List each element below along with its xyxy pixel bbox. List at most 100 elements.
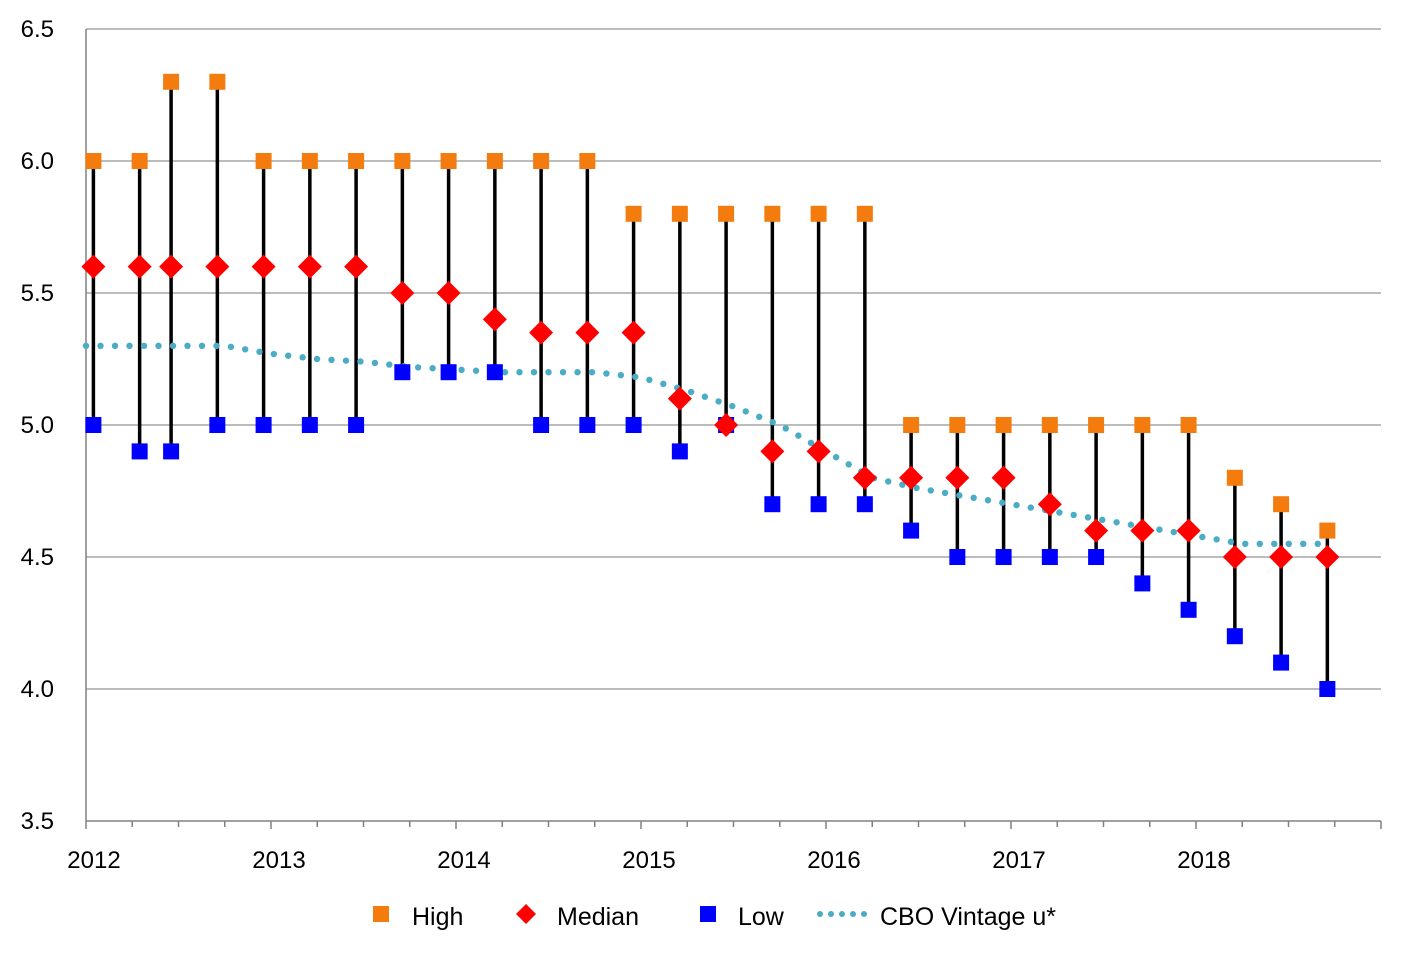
low-point xyxy=(579,417,596,433)
median-point xyxy=(482,307,507,332)
cbo-dot xyxy=(756,413,763,421)
cbo-dot xyxy=(1213,536,1220,543)
high-point xyxy=(718,205,735,222)
cbo-dot xyxy=(227,343,235,351)
y-tick-label-6.0: 6.0 xyxy=(21,148,54,175)
cbo-dot xyxy=(126,342,133,349)
median-point xyxy=(667,386,692,411)
high-point xyxy=(995,417,1012,433)
x-axis-tick-labels: 2012 2013 2014 2015 2016 2017 2018 xyxy=(67,847,1230,874)
cbo-dot xyxy=(632,373,639,381)
legend-high-marker xyxy=(373,906,389,922)
low-point xyxy=(301,417,318,433)
cbo-dot xyxy=(1099,516,1106,524)
legend-low-marker xyxy=(700,906,716,922)
cbo-dot xyxy=(458,366,465,374)
high-low-range-lines xyxy=(91,81,1330,689)
cbo-dot xyxy=(1113,519,1120,526)
cbo-dot xyxy=(807,439,815,447)
cbo-dot xyxy=(198,342,206,349)
cbo-dot xyxy=(970,494,977,502)
cbo-dot xyxy=(956,492,963,499)
cbo-dot xyxy=(1242,540,1249,547)
low-point xyxy=(1180,601,1197,618)
low-point xyxy=(1134,575,1151,592)
cbo-dot xyxy=(386,361,393,368)
cbo-dot xyxy=(999,499,1006,506)
cbo-dot xyxy=(687,388,695,396)
cbo-dot xyxy=(169,342,177,349)
low-point xyxy=(671,443,688,460)
cbo-dot xyxy=(545,369,552,376)
high-point xyxy=(1180,417,1197,433)
low-point xyxy=(348,417,365,433)
cbo-dot xyxy=(184,342,191,349)
legend: High Median Low CBO Vintage u* xyxy=(373,903,1056,931)
cbo-dot xyxy=(899,481,906,488)
median-point xyxy=(945,465,970,490)
cbo-dot xyxy=(1070,511,1077,519)
cbo-dot xyxy=(97,342,104,349)
high-point xyxy=(486,153,503,169)
cbo-dot xyxy=(617,371,625,379)
low-point xyxy=(163,443,180,460)
low-point xyxy=(131,443,148,460)
cbo-dot xyxy=(1056,509,1063,516)
cbo-dot xyxy=(574,369,581,376)
median-point xyxy=(81,254,106,279)
cbo-dot xyxy=(140,342,148,349)
low-point xyxy=(85,417,102,433)
cbo-dot xyxy=(1285,540,1292,547)
x-tick-label-2018: 2018 xyxy=(1177,847,1230,874)
median-point xyxy=(1222,545,1247,569)
high-point xyxy=(949,417,966,433)
high-point xyxy=(1226,469,1243,486)
median-point xyxy=(251,254,276,279)
median-point xyxy=(899,465,924,490)
high-point xyxy=(533,153,550,169)
high-point xyxy=(440,153,457,169)
cbo-dot xyxy=(603,370,610,377)
cbo-dot xyxy=(516,369,523,376)
cbo-dot xyxy=(742,408,749,415)
legend-median-marker xyxy=(516,904,536,924)
high-point xyxy=(1041,417,1058,433)
cbo-dot xyxy=(242,346,249,353)
high-point xyxy=(301,153,318,169)
cbo-dot xyxy=(429,365,436,372)
cbo-dot xyxy=(795,432,802,439)
low-point xyxy=(394,364,411,381)
median-point xyxy=(1315,545,1340,569)
high-point xyxy=(1134,417,1151,433)
cbo-dot xyxy=(701,393,709,400)
y-tick-label-5.5: 5.5 xyxy=(21,280,54,307)
cbo-dot xyxy=(472,367,480,374)
cbo-dot xyxy=(885,478,892,485)
median-point xyxy=(852,465,877,490)
cbo-dot xyxy=(588,369,596,376)
low-point xyxy=(440,364,457,381)
high-point xyxy=(1088,417,1105,433)
cbo-dot xyxy=(646,376,653,384)
cbo-dot xyxy=(845,461,852,468)
legend-cbo-label: CBO Vintage u* xyxy=(880,903,1056,931)
cbo-dot xyxy=(913,484,920,492)
high-point xyxy=(1273,496,1290,513)
cbo-dot xyxy=(660,380,667,388)
y-tick-label-5.0: 5.0 xyxy=(21,412,54,439)
x-tick-label-2013: 2013 xyxy=(252,847,305,874)
cbo-dot xyxy=(299,354,306,361)
cbo-dot xyxy=(155,342,162,349)
high-point xyxy=(625,205,642,222)
low-point xyxy=(1226,628,1243,645)
cbo-dot xyxy=(82,342,90,349)
median-point xyxy=(1176,518,1201,543)
legend-high-label: High xyxy=(412,903,463,931)
cbo-dot xyxy=(782,425,789,432)
low-point xyxy=(856,496,873,513)
low-point xyxy=(1319,681,1336,697)
median-series xyxy=(81,254,1340,569)
x-tick-label-2014: 2014 xyxy=(437,847,490,874)
cbo-dot xyxy=(328,356,335,364)
x-tick-label-2016: 2016 xyxy=(807,847,860,874)
